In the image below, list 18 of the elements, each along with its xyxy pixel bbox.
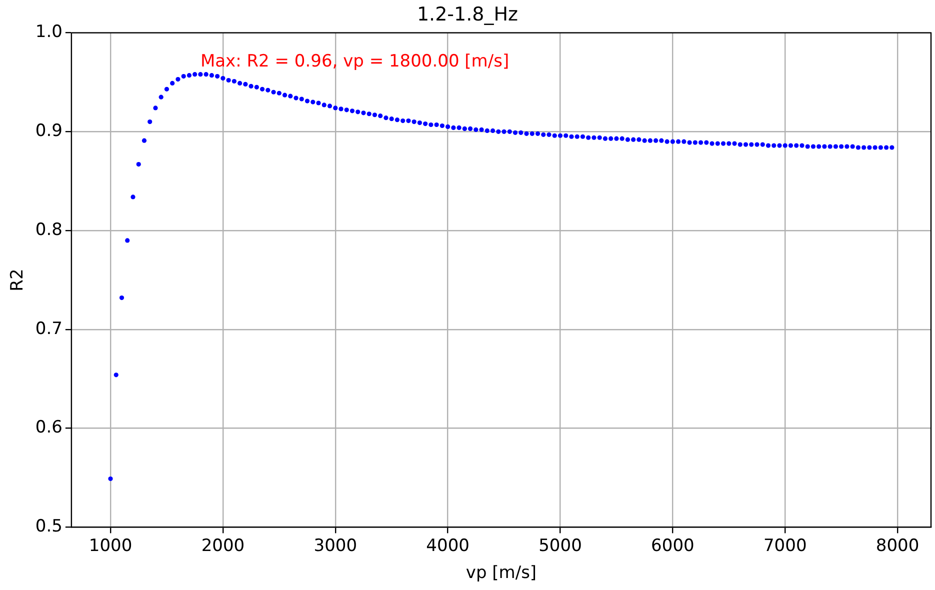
y-tick-label: 0.5: [35, 516, 62, 537]
y-axis-title: R2: [8, 268, 28, 292]
x-tick-label: 3000: [314, 536, 358, 556]
y-tick-label: 0.7: [35, 318, 62, 339]
x-tick-label: 4000: [426, 536, 470, 556]
x-tick-label: 5000: [538, 536, 582, 556]
x-tick-label: 8000: [876, 536, 920, 556]
chart-title: 1.2-1.8_Hz: [416, 3, 518, 26]
x-tick-label: 1000: [88, 536, 132, 556]
x-tick-label: 6000: [651, 536, 694, 556]
x-axis-title: vp [m/s]: [466, 563, 537, 584]
x-tick-label: 7000: [763, 536, 807, 556]
annotation: Max: R2 = 0.96, vp = 1800.00 [m/s]: [200, 51, 510, 72]
y-tick-label: 0.9: [35, 121, 62, 142]
y-tick-label: 0.8: [35, 220, 62, 240]
y-tick-label: 1.0: [35, 22, 62, 42]
x-tick-label: 2000: [201, 536, 245, 556]
y-tick-label: 0.6: [35, 418, 62, 438]
